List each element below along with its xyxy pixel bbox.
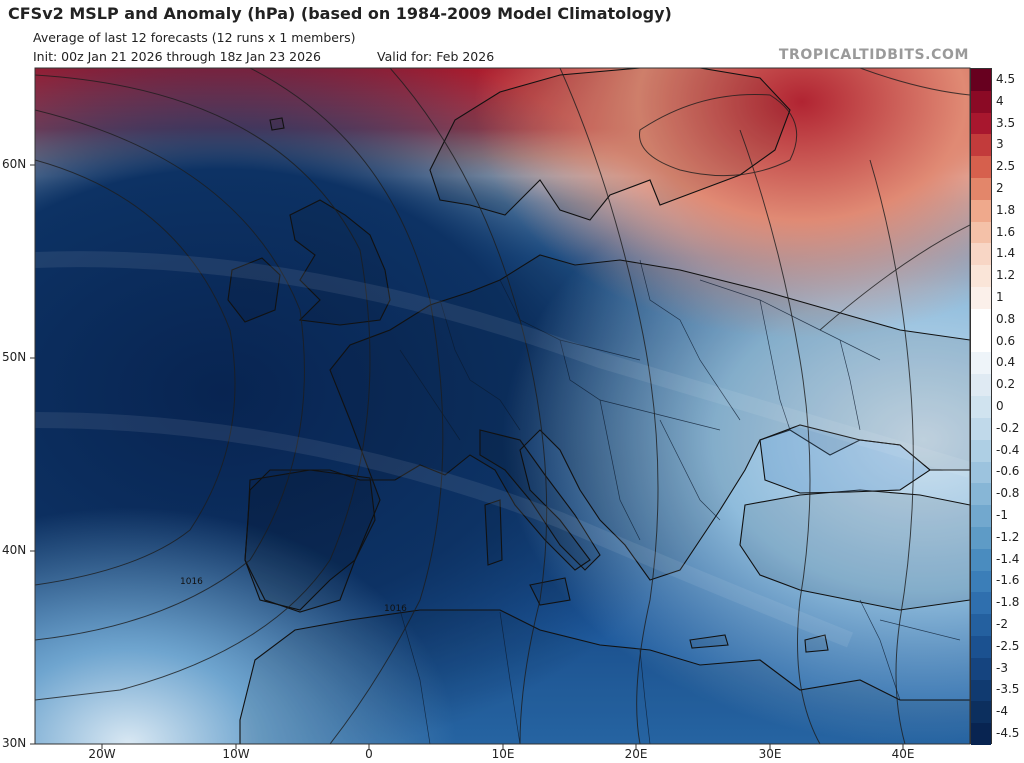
colorbar-label: -3 [996, 660, 1008, 675]
country-borders [399, 259, 961, 744]
colorbar-label: 1.6 [996, 224, 1016, 239]
colorbar-swatch [971, 614, 991, 637]
colorbar-swatch [971, 90, 991, 114]
colorbar-swatch [971, 199, 991, 223]
colorbar-swatch [971, 287, 991, 310]
great-britain-outline [289, 199, 391, 326]
lon-label-10w: 10W [222, 747, 250, 761]
colorbar-swatch [971, 548, 991, 572]
colorbar-label: 4.5 [996, 71, 1016, 86]
colorbar-swatch [971, 679, 991, 702]
colorbar-swatch [971, 592, 991, 615]
colorbar-swatch [971, 265, 991, 288]
lon-label-10e: 10E [491, 747, 515, 761]
colorbar-swatch [971, 417, 991, 441]
colorbar-label: -1.8 [996, 595, 1020, 610]
colorbar-label: -1.4 [996, 551, 1020, 566]
colorbar-label: -1 [996, 508, 1008, 523]
north-africa-outline [239, 609, 970, 744]
coastlines [227, 68, 970, 744]
colorbar-label: 3.5 [996, 115, 1016, 130]
colorbar-swatch [971, 570, 991, 593]
colorbar-swatch [971, 701, 991, 724]
lon-label-0: 0 [365, 747, 373, 761]
brand-watermark: TROPICALTIDBITS.COM [778, 47, 969, 63]
colorbar-swatch [971, 396, 991, 419]
colorbar-swatch [971, 483, 991, 506]
colorbar-swatch [971, 134, 991, 157]
colorbar-swatch [971, 461, 991, 484]
colorbar-label: -1.6 [996, 573, 1020, 588]
lon-label-30e: 30E [758, 747, 782, 761]
colorbar-label: -2.5 [996, 638, 1020, 653]
scandinavia-outline [429, 68, 791, 221]
colorbar-swatch [971, 112, 991, 135]
colorbar-swatch [971, 439, 991, 462]
lat-label-40n: 40N [2, 543, 27, 557]
colorbar-label: 0.4 [996, 355, 1016, 370]
colorbar-label: 1.2 [996, 268, 1016, 283]
colorbar-label: 1.4 [996, 246, 1016, 261]
contour-overlays [35, 251, 970, 648]
colorbar-label: -4.5 [996, 726, 1020, 741]
colorbar-swatch [971, 526, 991, 550]
colorbar-label: -3.5 [996, 682, 1020, 697]
colorbar-label: 3 [996, 137, 1004, 152]
turkey-outline [739, 489, 970, 611]
colorbar-swatch [971, 178, 991, 201]
colorbar-label: 2.5 [996, 159, 1016, 174]
chart-title: CFSv2 MSLP and Anomaly (hPa) (based on 1… [8, 4, 672, 23]
colorbar-swatch [971, 221, 991, 244]
colorbar-swatch [971, 505, 991, 528]
isobars [35, 68, 970, 744]
colorbar-label: 0.8 [996, 311, 1016, 326]
sardinia-corsica [484, 499, 503, 566]
iberia-outline [244, 469, 376, 613]
contour-label-1016-west: 1016 [180, 577, 203, 587]
colorbar-label: 0.6 [996, 333, 1016, 348]
lon-label-20w: 20W [88, 747, 116, 761]
valid-time: Valid for: Feb 2026 [377, 49, 495, 64]
header: CFSv2 MSLP and Anomaly (hPa) (based on 1… [0, 0, 1024, 68]
axis-ticks [30, 164, 904, 749]
lat-label-50n: 50N [2, 350, 27, 364]
colorbar-swatch [971, 374, 991, 397]
colorbar-swatch [971, 308, 991, 332]
colorbar-swatch [971, 635, 991, 659]
italy-outline [479, 429, 601, 571]
colorbar-swatch [971, 156, 991, 179]
crete-cyprus [689, 634, 829, 653]
lon-label-20e: 20E [624, 747, 648, 761]
lat-label-60n: 60N [2, 157, 27, 171]
colorbar-label: -4 [996, 704, 1008, 719]
colorbar-label: -0.2 [996, 420, 1020, 435]
colorbar-swatch [971, 723, 991, 746]
colorbar-label: -1.2 [996, 529, 1020, 544]
colorbar [970, 68, 992, 746]
colorbar-swatch [971, 243, 991, 266]
contour-label-1016-east: 1016 [384, 604, 407, 614]
colorbar-swatch [971, 69, 991, 92]
black-sea-outline [759, 424, 931, 494]
colorbar-label: -0.4 [996, 442, 1020, 457]
lat-label-30n: 30N [2, 736, 27, 750]
ireland-outline [227, 257, 281, 323]
colorbar-label: 0.2 [996, 377, 1016, 392]
init-time: Init: 00z Jan 21 2026 through 18z Jan 23… [33, 49, 321, 64]
colorbar-label: 1.8 [996, 202, 1016, 217]
colorbar-swatch [971, 330, 991, 353]
colorbar-label: -0.6 [996, 464, 1020, 479]
lon-label-40e: 40E [891, 747, 915, 761]
colorbar-label: 4 [996, 93, 1004, 108]
iceland-faroe [269, 117, 285, 131]
colorbar-label: -2 [996, 617, 1008, 632]
colorbar-label: -0.8 [996, 486, 1020, 501]
colorbar-swatch [971, 352, 991, 375]
chart-subtitle: Average of last 12 forecasts (12 runs x … [33, 30, 356, 45]
colorbar-label: 2 [996, 180, 1004, 195]
colorbar-label: 0 [996, 399, 1004, 413]
colorbar-label: 1 [996, 289, 1004, 304]
colorbar-swatch [971, 657, 991, 681]
